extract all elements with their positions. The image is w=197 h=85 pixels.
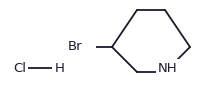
- Text: NH: NH: [158, 62, 178, 74]
- Text: H: H: [55, 62, 65, 74]
- Text: Br: Br: [67, 40, 82, 53]
- Text: Cl: Cl: [13, 62, 26, 74]
